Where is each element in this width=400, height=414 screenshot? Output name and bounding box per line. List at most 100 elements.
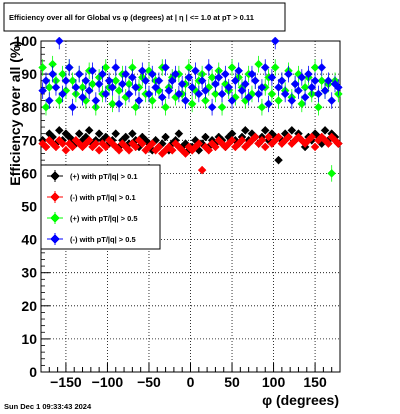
data-point xyxy=(68,76,77,86)
data-point xyxy=(207,102,217,112)
data-point xyxy=(181,96,190,105)
x-tick-label: 100 xyxy=(262,374,286,390)
data-point xyxy=(161,102,170,112)
data-point xyxy=(204,145,214,155)
data-point xyxy=(141,76,151,86)
data-point xyxy=(134,96,144,105)
data-point xyxy=(154,142,164,152)
data-point xyxy=(154,76,164,86)
data-point xyxy=(161,132,170,142)
data-point xyxy=(260,126,270,135)
data-point xyxy=(84,86,94,96)
y-tick-label: 60 xyxy=(21,165,37,181)
data-point xyxy=(147,96,157,105)
data-point xyxy=(294,86,303,96)
data-point xyxy=(68,142,77,152)
data-point xyxy=(48,69,57,79)
data-point xyxy=(114,145,124,155)
data-point xyxy=(234,66,244,76)
y-axis-label: Efficiency over all (%) xyxy=(7,41,23,186)
data-point xyxy=(88,66,97,76)
data-point xyxy=(61,145,71,155)
data-point xyxy=(230,76,240,86)
data-point xyxy=(214,73,224,82)
data-point xyxy=(94,129,104,139)
data-point xyxy=(257,102,267,112)
data-point xyxy=(307,132,317,142)
data-point xyxy=(161,63,170,72)
x-tick-label: 150 xyxy=(303,374,327,390)
data-point xyxy=(111,76,121,86)
data-point xyxy=(88,79,97,89)
data-point xyxy=(151,82,160,92)
data-point xyxy=(111,129,121,139)
data-point xyxy=(38,86,48,96)
x-tick-label: 50 xyxy=(224,374,240,390)
data-point xyxy=(314,89,323,99)
data-point xyxy=(221,69,230,79)
data-point xyxy=(41,142,51,152)
data-point xyxy=(314,102,323,112)
legend-label: (+) with pT/|q| > 0.5 xyxy=(70,214,138,223)
data-point xyxy=(108,82,117,92)
data-point xyxy=(174,89,184,99)
data-point xyxy=(54,126,64,135)
data-point xyxy=(224,82,234,92)
data-point xyxy=(324,139,333,148)
data-point xyxy=(197,76,207,86)
data-point xyxy=(320,86,330,96)
data-point xyxy=(227,135,237,145)
data-point xyxy=(300,92,310,102)
y-tick-label: 70 xyxy=(21,132,37,148)
y-tick-label: 30 xyxy=(21,265,37,281)
data-point xyxy=(211,79,220,89)
data-point xyxy=(207,73,217,82)
data-point xyxy=(101,63,111,72)
data-point xyxy=(74,69,84,79)
data-point xyxy=(274,96,283,105)
data-point xyxy=(74,129,84,139)
data-point xyxy=(254,59,263,69)
data-point xyxy=(227,96,237,105)
y-tick-label: 10 xyxy=(21,331,37,347)
data-point xyxy=(41,76,51,86)
data-point xyxy=(108,99,117,109)
title-box xyxy=(3,2,286,32)
x-tick-label: −50 xyxy=(137,374,161,390)
series-3 xyxy=(38,36,343,116)
y-tick-label: 40 xyxy=(21,232,37,248)
data-point xyxy=(187,82,197,92)
legend-label: (-) with pT/|q| > 0.5 xyxy=(70,235,136,244)
data-point xyxy=(84,135,94,145)
data-point xyxy=(124,145,134,155)
data-point xyxy=(174,129,184,139)
data-point xyxy=(84,126,94,135)
data-point xyxy=(101,142,111,152)
data-point xyxy=(104,76,114,86)
data-point xyxy=(201,96,210,105)
data-point xyxy=(44,82,54,92)
legend-label: (-) with pT/|q| > 0.1 xyxy=(70,193,136,202)
data-point xyxy=(201,86,210,96)
data-point xyxy=(333,139,343,148)
data-point xyxy=(194,89,204,99)
x-tick-label: −100 xyxy=(92,374,124,390)
y-tick-label: 50 xyxy=(21,199,37,215)
data-point xyxy=(137,66,147,76)
data-point xyxy=(260,63,270,72)
data-point xyxy=(164,86,174,96)
data-point xyxy=(118,79,127,89)
data-point xyxy=(201,132,210,142)
data-point xyxy=(184,73,194,82)
data-point xyxy=(137,139,147,148)
data-point xyxy=(211,142,220,152)
legend-marker xyxy=(50,234,60,244)
data-point xyxy=(51,82,61,92)
data-point xyxy=(81,76,91,86)
data-point xyxy=(324,76,333,86)
data-point xyxy=(237,135,247,145)
data-point xyxy=(257,82,267,92)
data-point xyxy=(41,102,51,112)
data-point xyxy=(131,82,141,92)
data-point xyxy=(310,142,320,152)
